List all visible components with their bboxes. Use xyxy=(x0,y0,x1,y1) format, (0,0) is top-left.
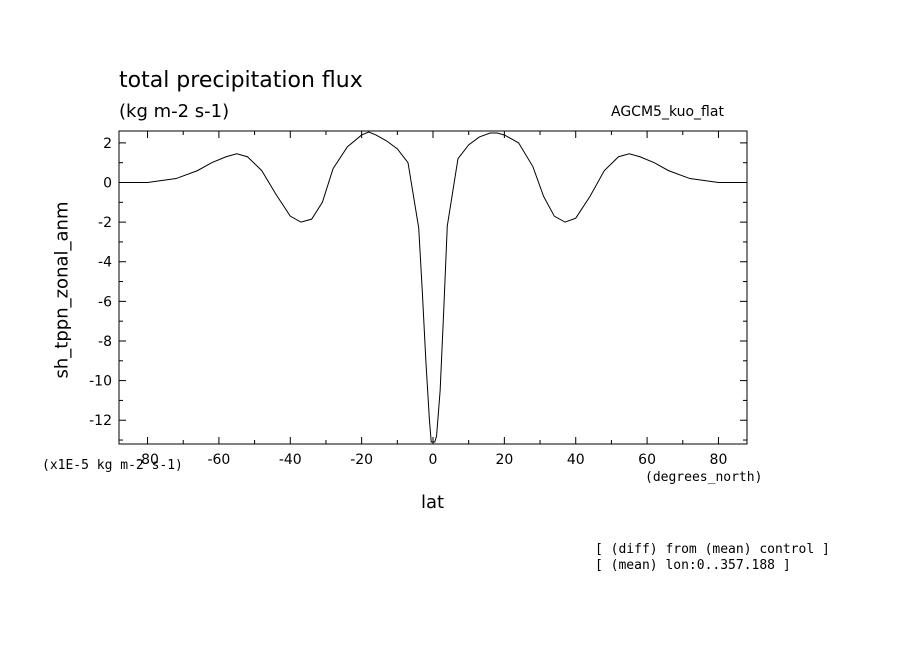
x-units-label: (degrees_north) xyxy=(645,470,763,485)
y-tick-label: -8 xyxy=(98,334,112,350)
x-axis-label: lat xyxy=(421,492,445,513)
x-tick-label: 80 xyxy=(710,452,728,468)
y-tick-label: 2 xyxy=(103,136,112,152)
x-tick-label: -80 xyxy=(136,452,159,468)
y-scale-note: (x1E-5 kg m-2 s-1) xyxy=(42,458,183,473)
y-tick-label: -10 xyxy=(89,374,112,390)
x-tick-label: 60 xyxy=(638,452,656,468)
diff-note: [ (diff) from (mean) control ] xyxy=(595,542,830,557)
plot-units: (kg m-2 s-1) xyxy=(119,101,230,122)
x-tick-label: 20 xyxy=(495,452,513,468)
series-line xyxy=(119,131,747,443)
y-tick-label: -12 xyxy=(89,413,112,429)
run-name: AGCM5_kuo_flat xyxy=(611,104,724,120)
plot-title: total precipitation flux xyxy=(119,68,363,93)
x-tick-label: -60 xyxy=(207,452,230,468)
axis-ticks xyxy=(119,131,747,444)
plot-frame xyxy=(118,130,748,445)
y-tick-label: 0 xyxy=(103,176,112,192)
y-tick-label: -6 xyxy=(98,294,112,310)
x-tick-label: 0 xyxy=(429,452,438,468)
x-tick-label: -20 xyxy=(350,452,373,468)
mean-note: [ (mean) lon:0..357.188 ] xyxy=(595,558,791,573)
x-tick-label: 40 xyxy=(567,452,585,468)
y-tick-label: -2 xyxy=(98,215,112,231)
y-tick-label: -4 xyxy=(98,255,112,271)
x-tick-label: -40 xyxy=(279,452,302,468)
